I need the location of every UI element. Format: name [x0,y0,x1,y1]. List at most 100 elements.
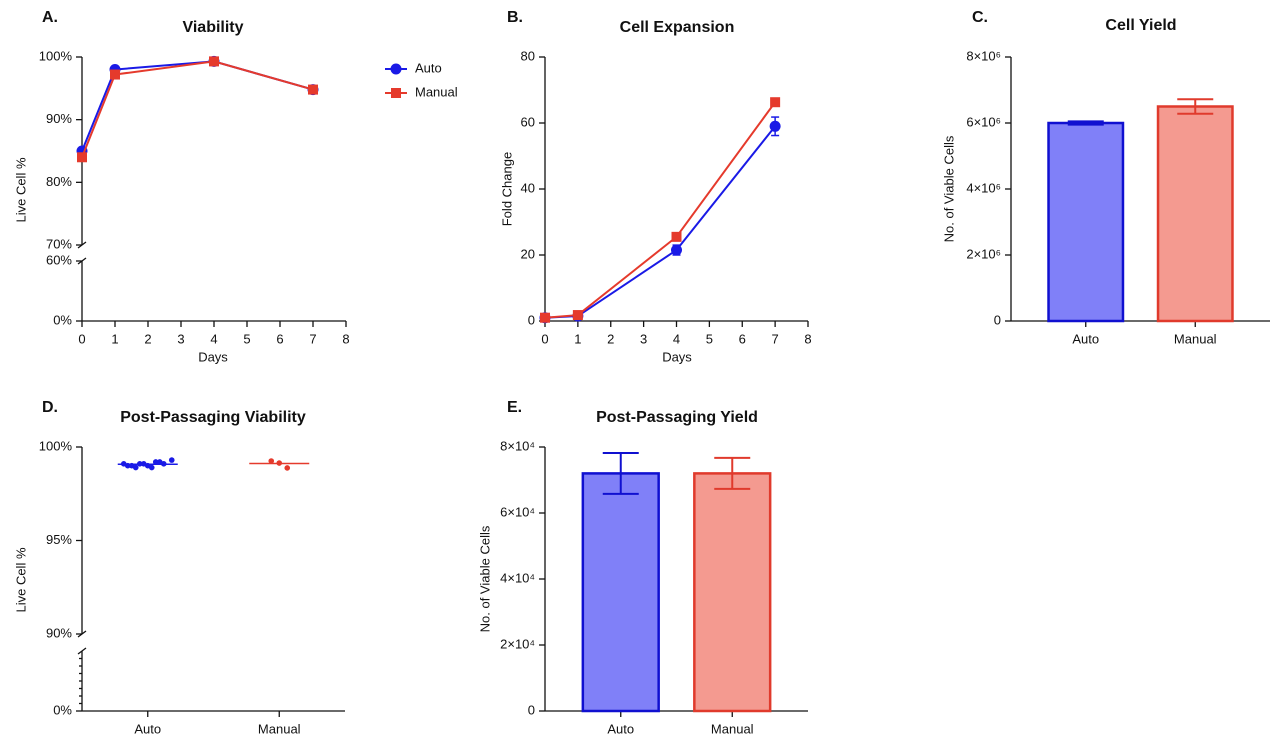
y-axis-label: No. of Viable Cells [477,525,492,632]
x-tick-label: 0 [541,331,548,346]
marker [77,152,87,163]
marker [572,310,583,321]
x-tick-label: 4 [210,331,217,346]
bar [693,472,772,713]
legend-marker [390,63,402,75]
marker [110,69,120,80]
series-line [81,60,314,158]
chart-title: Post-Passaging Yield [596,409,758,426]
data-point [268,458,275,464]
y-tick-label: 80% [46,174,72,189]
x-axis-label: Days [198,349,228,364]
y-tick-label: 8×10⁴ [500,438,535,453]
x-tick-label: 7 [772,331,779,346]
y-tick-label: 90% [46,625,72,640]
x-tick-label: Manual [258,721,301,736]
panel-label: B. [507,9,523,26]
chart-title: Post-Passaging Viability [120,409,306,426]
panel-label: D. [42,399,58,416]
y-tick-label: 2×10⁶ [966,246,1001,261]
bar [1156,105,1234,323]
panel-label: A. [42,9,58,26]
data-point [156,459,163,465]
x-tick-label: 2 [144,331,151,346]
y-axis-label: Live Cell % [13,547,28,612]
x-tick-label: 4 [673,331,680,346]
legend-label: Auto [415,60,442,75]
marker [308,84,318,95]
data-point [168,457,175,463]
marker [209,56,219,67]
x-tick-label: Manual [1174,331,1217,346]
bar [1047,121,1125,323]
x-tick-label: 1 [111,331,118,346]
marker [769,120,781,132]
x-axis-label: Days [662,349,692,364]
bar [581,472,660,713]
error-bar [1067,120,1104,126]
error-bar [1177,98,1214,115]
y-tick-label: 4×10⁶ [966,180,1001,195]
x-tick-label: 1 [574,331,581,346]
marker [540,312,550,323]
x-tick-label: 8 [342,331,349,346]
data-point [152,459,159,465]
chart-title: Viability [182,19,243,36]
data-point [132,464,139,471]
y-tick-label: 0 [528,312,535,327]
x-tick-label: 0 [78,331,85,346]
axis-break [77,647,87,655]
y-tick-label: 0% [53,312,72,327]
chart-title: Cell Yield [1105,17,1176,34]
data-point [148,464,155,471]
data-point [284,465,291,471]
x-tick-label: Manual [711,721,754,736]
y-tick-label: 80 [521,48,535,63]
x-tick-label: 5 [706,331,713,346]
legend-label: Manual [415,84,458,99]
y-tick-label: 8×10⁶ [966,48,1001,63]
panel-label: C. [972,9,988,26]
panel-label: E. [507,399,522,416]
x-tick-label: 8 [804,331,811,346]
x-tick-label: 5 [243,331,250,346]
marker [671,231,682,242]
y-tick-label: 90% [46,111,72,126]
x-tick-label: Auto [607,721,634,736]
y-tick-label: 70% [46,236,72,251]
y-tick-label: 0% [53,702,72,717]
y-tick-label: 60 [521,114,535,129]
legend-marker [391,88,401,98]
error-bar [714,456,751,490]
series-line [544,101,776,319]
chart-title: Cell Expansion [620,19,735,36]
marker [770,97,781,108]
series-line [544,125,776,319]
y-axis-label: No. of Viable Cells [941,135,956,242]
y-tick-label: 4×10⁴ [500,570,535,585]
x-tick-label: 7 [309,331,316,346]
x-tick-label: Auto [134,721,161,736]
y-tick-label: 0 [528,702,535,717]
x-tick-label: 6 [739,331,746,346]
x-tick-label: 2 [607,331,614,346]
x-tick-label: 3 [177,331,184,346]
y-tick-label: 95% [46,532,72,547]
x-tick-label: 6 [276,331,283,346]
marker [671,244,682,256]
y-tick-label: 2×10⁴ [500,636,535,651]
y-tick-label: 60% [46,252,72,267]
y-tick-label: 100% [39,438,73,453]
x-tick-label: Auto [1072,331,1099,346]
x-tick-label: 3 [640,331,647,346]
y-axis-label: Fold Change [499,152,514,226]
error-bar [602,451,639,495]
y-tick-label: 40 [521,180,535,195]
y-tick-label: 20 [521,246,535,261]
y-tick-label: 6×10⁴ [500,504,535,519]
y-tick-label: 100% [39,48,73,63]
y-tick-label: 6×10⁶ [966,114,1001,129]
y-tick-label: 0 [994,312,1001,327]
y-axis-label: Live Cell % [13,157,28,222]
